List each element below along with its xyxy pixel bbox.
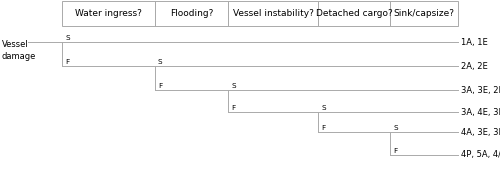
Text: Vessel: Vessel [2, 40, 29, 49]
Text: Sink/capsize?: Sink/capsize? [394, 9, 454, 18]
Text: F: F [321, 125, 325, 131]
Bar [155, 1, 228, 26]
Text: Detached cargo?: Detached cargo? [316, 9, 392, 18]
Bar [228, 1, 318, 26]
Text: F: F [158, 83, 162, 89]
Text: 3A, 3E, 2ER: 3A, 3E, 2ER [461, 86, 500, 94]
Text: F: F [65, 59, 69, 65]
Text: S: S [65, 35, 70, 41]
Text: 4A, 3E, 3ER: 4A, 3E, 3ER [461, 127, 500, 137]
Text: S: S [393, 125, 398, 131]
Text: S: S [321, 105, 326, 111]
Text: S: S [231, 83, 235, 89]
Text: 4P, 5A, 4/5E: 4P, 5A, 4/5E [461, 151, 500, 160]
Text: F: F [393, 148, 397, 154]
Text: Vessel instability?: Vessel instability? [232, 9, 314, 18]
Text: Flooding?: Flooding? [170, 9, 213, 18]
Text: Water ingress?: Water ingress? [75, 9, 142, 18]
Text: 1A, 1E: 1A, 1E [461, 38, 488, 46]
Bar [390, 1, 458, 26]
Text: 3A, 4E, 3ER: 3A, 4E, 3ER [461, 107, 500, 116]
Bar [318, 1, 390, 26]
Text: F: F [231, 105, 235, 111]
Text: S: S [158, 59, 162, 65]
Text: 2A, 2E: 2A, 2E [461, 62, 488, 70]
Text: damage: damage [2, 52, 36, 61]
Bar [62, 1, 155, 26]
